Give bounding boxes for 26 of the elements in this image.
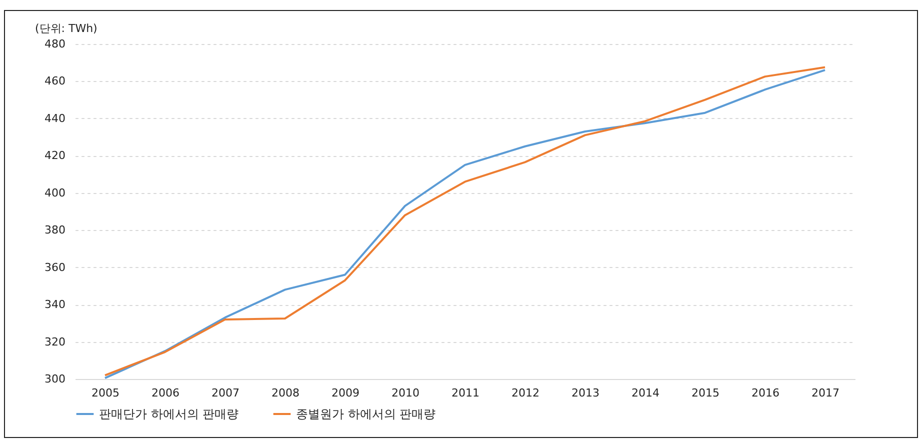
text: (단위: TWh) <box>35 22 98 35</box>
x-tick-label: 2010 <box>392 386 420 400</box>
y-tick-label: 300 <box>44 372 66 386</box>
x-tick-label: 2014 <box>632 386 660 400</box>
x-tick-label: 2011 <box>452 386 480 400</box>
legend-label: 종별원가 하에서의 판매량 <box>296 407 436 421</box>
y-tick-label: 360 <box>44 260 66 274</box>
x-tick-label: 2007 <box>212 386 240 400</box>
x-tick-label: 2009 <box>332 386 360 400</box>
y-tick-label: 340 <box>44 298 66 312</box>
y-tick-label: 460 <box>44 74 66 88</box>
x-tick-label: 2006 <box>152 386 180 400</box>
x-tick-label: 2015 <box>692 386 720 400</box>
y-tick-label: 440 <box>44 112 66 125</box>
x-tick-label: 2012 <box>512 386 540 400</box>
y-tick-label: 380 <box>44 224 66 237</box>
x-tick-label: 2008 <box>272 386 300 400</box>
x-tick-label: 2013 <box>572 386 600 400</box>
y-tick-label: 480 <box>44 38 66 50</box>
y-tick-label: 320 <box>44 335 66 348</box>
y-tick-label: 420 <box>44 149 66 162</box>
y-tick-label: 400 <box>44 186 66 200</box>
x-tick-label: 2016 <box>752 386 780 400</box>
legend-label: 판매단가 하에서의 판매량 <box>99 407 239 421</box>
x-tick-label: 2005 <box>92 386 120 400</box>
x-tick-label: 2017 <box>812 386 840 400</box>
